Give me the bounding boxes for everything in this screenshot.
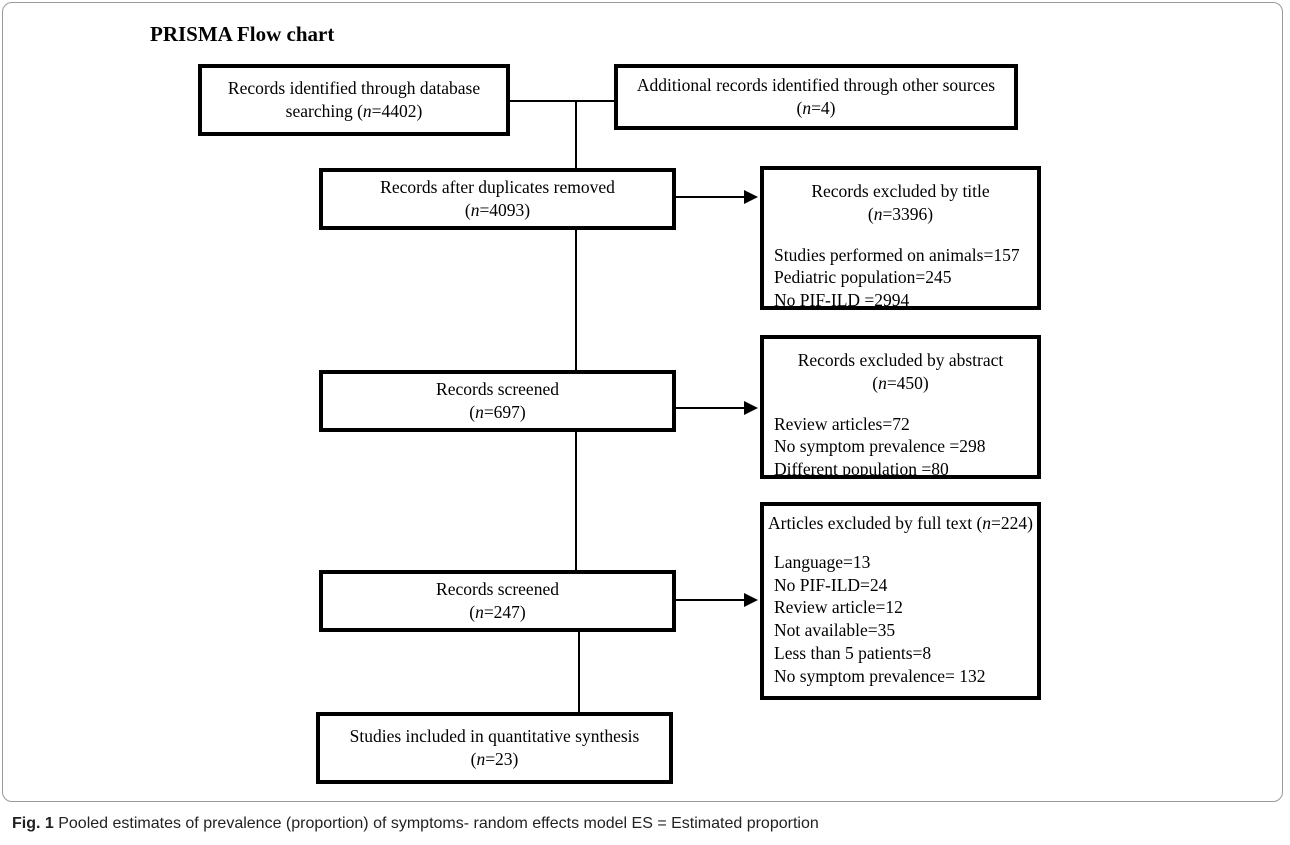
connector-main-3 — [578, 630, 580, 716]
list-item: No PIF-ILD=24 — [774, 574, 888, 595]
list-item: Pediatric population=245 — [774, 267, 952, 288]
after-duplicates-line2: (n=4093) — [464, 200, 531, 220]
caption-label: Fig. 1 — [12, 815, 54, 832]
figure-caption: Fig. 1 Pooled estimates of prevalence (p… — [12, 815, 819, 833]
box-excluded-by-full-text: Articles excluded by full text (n=224) L… — [760, 502, 1041, 700]
identified-line1: Records identified through database — [227, 78, 481, 99]
excluded-abstract-line2: (n=450) — [872, 372, 929, 393]
screened1-line2: (n=697) — [469, 402, 526, 422]
additional-line1: Additional records identified through ot… — [636, 75, 996, 96]
caption-text: Pooled estimates of prevalence (proporti… — [53, 815, 819, 832]
arrow-head-abstract — [744, 401, 758, 415]
box-excluded-by-title: Records excluded by title (n=3396) Studi… — [760, 166, 1041, 310]
figure-frame — [2, 2, 1283, 802]
additional-line2: (n=4) — [796, 98, 836, 118]
list-item: Studies performed on animals=157 — [774, 244, 1020, 265]
list-item: No symptom prevalence =298 — [774, 436, 986, 457]
list-item: Review articles=72 — [774, 413, 910, 434]
screened2-line2: (n=247) — [469, 602, 526, 622]
arrow-line-abstract — [676, 407, 746, 409]
screened2-line1: Records screened — [436, 579, 559, 600]
excluded-abstract-line1: Records excluded by abstract — [797, 350, 1004, 370]
list-item: Less than 5 patients=8 — [774, 642, 932, 663]
chart-title: PRISMA Flow chart — [150, 22, 335, 46]
arrow-head-fulltext — [744, 593, 758, 607]
box-after-duplicates: Records after duplicates removed (n=4093… — [319, 168, 676, 230]
excluded-abstract-list: Review articles=72 No symptom prevalence… — [764, 413, 1037, 481]
excluded-fulltext-line1: Articles excluded by full text (n=224) — [767, 513, 1033, 533]
box-excluded-by-abstract: Records excluded by abstract (n=450) Rev… — [760, 335, 1041, 479]
connector-main-1 — [575, 230, 577, 370]
excluded-title-line2: (n=3396) — [867, 203, 934, 224]
box-records-identified: Records identified through database sear… — [198, 64, 510, 136]
excluded-title-line1: Records excluded by title — [811, 181, 990, 201]
included-line1: Studies included in quantitative synthes… — [349, 726, 640, 747]
identified-line2: searching (n=4402) — [285, 101, 423, 121]
excluded-title-list: Studies performed on animals=157 Pediatr… — [764, 244, 1037, 312]
box-studies-included: Studies included in quantitative synthes… — [316, 712, 673, 784]
connector-top-horizontal — [510, 100, 614, 102]
arrow-line-title — [676, 196, 746, 198]
connector-main-2 — [575, 430, 577, 570]
list-item: Review article=12 — [774, 597, 903, 618]
included-line2: (n=23) — [470, 749, 519, 769]
arrow-head-title — [744, 190, 758, 204]
box-additional-records: Additional records identified through ot… — [614, 64, 1018, 130]
excluded-fulltext-list: Language=13 No PIF-ILD=24 Review article… — [764, 551, 1037, 688]
connector-top-vertical — [575, 100, 577, 168]
list-item: No PIF-ILD =2994 — [774, 290, 910, 310]
list-item: Different population =80 — [774, 459, 949, 479]
screened1-line1: Records screened — [436, 379, 559, 400]
list-item: No symptom prevalence= 132 — [774, 665, 986, 686]
list-item: Language=13 — [774, 551, 871, 572]
after-duplicates-line1: Records after duplicates removed — [380, 177, 615, 198]
arrow-line-fulltext — [676, 599, 746, 601]
box-records-screened-1: Records screened (n=697) — [319, 370, 676, 432]
list-item: Not available=35 — [774, 620, 896, 640]
box-records-screened-2: Records screened (n=247) — [319, 570, 676, 632]
